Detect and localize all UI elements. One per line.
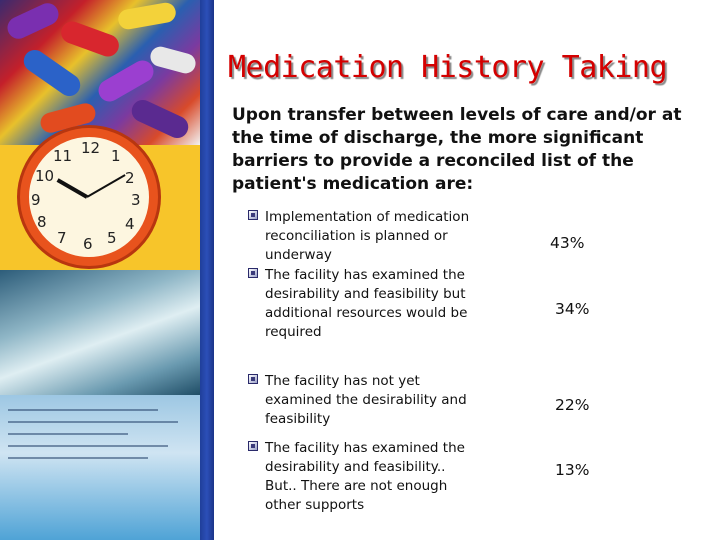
- pill-shape: [58, 18, 122, 60]
- percent-value: 43%: [550, 234, 585, 252]
- accent-bar: [200, 0, 214, 540]
- clock-icon: 12 1 2 3 4 5 6 7 8 9 10 11: [20, 128, 158, 266]
- clock-number: 6: [83, 235, 93, 253]
- form-line: [8, 433, 128, 435]
- list-item-text: The facility has not yet examined the de…: [265, 373, 467, 427]
- form-line: [8, 409, 158, 411]
- pill-shape: [94, 56, 158, 106]
- percent-value: 22%: [555, 396, 590, 414]
- pill-shape: [116, 1, 178, 31]
- clock-number: 7: [57, 229, 67, 247]
- clock-number: 2: [125, 169, 135, 187]
- list-item-text: Implementation of medication reconciliat…: [265, 209, 470, 263]
- clock-number: 12: [81, 139, 101, 157]
- bullet-icon: [248, 210, 258, 220]
- clock-number: 1: [111, 147, 121, 165]
- form-photo: [0, 395, 200, 540]
- form-line: [8, 421, 178, 423]
- clock-number: 4: [125, 215, 135, 233]
- intro-text: Upon transfer between levels of care and…: [232, 105, 682, 194]
- pill-shape: [148, 44, 198, 76]
- list-item-text: The facility has examined the desirabili…: [265, 440, 465, 513]
- slide-title: Medication History Taking: [228, 50, 668, 85]
- clock-number: 5: [107, 229, 117, 247]
- clock-hour-hand: [56, 178, 88, 199]
- clock-number: 11: [53, 147, 73, 165]
- bullet-icon: [248, 441, 258, 451]
- pill-shape: [128, 96, 192, 142]
- pills-photo: [0, 0, 200, 145]
- form-line: [8, 457, 148, 459]
- lab-photo: [0, 270, 200, 395]
- bullet-icon: [248, 268, 258, 278]
- clock-number: 3: [131, 191, 141, 209]
- pill-shape: [3, 0, 63, 43]
- form-line: [8, 445, 168, 447]
- clock-number: 8: [37, 213, 47, 231]
- bullet-icon: [248, 374, 258, 384]
- list-item-text: The facility has examined the desirabili…: [265, 267, 468, 340]
- percent-value: 34%: [555, 300, 590, 318]
- left-photo-collage: 12 1 2 3 4 5 6 7 8 9 10 11: [0, 0, 200, 540]
- pill-shape: [19, 45, 85, 101]
- percent-value: 13%: [555, 461, 590, 479]
- clock-number: 9: [31, 191, 41, 209]
- clock-minute-hand: [86, 174, 126, 198]
- clock-number: 10: [35, 167, 55, 185]
